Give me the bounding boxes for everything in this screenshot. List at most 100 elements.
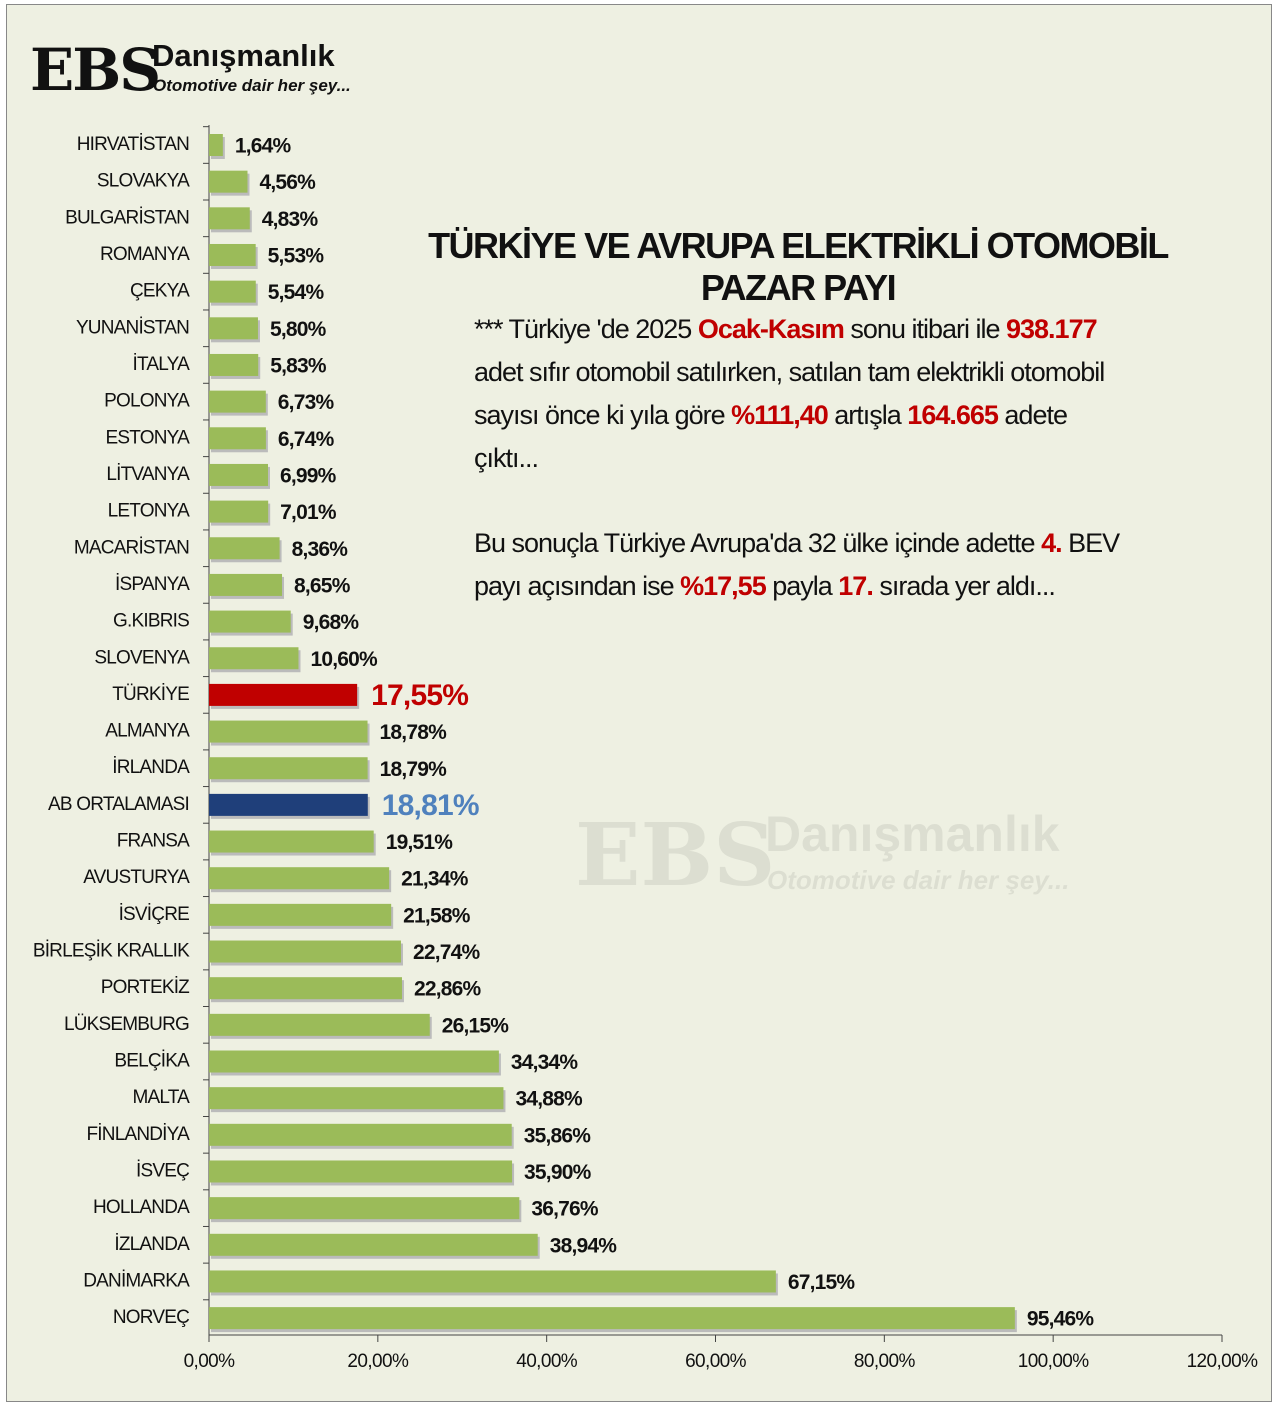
- bar: [209, 683, 358, 706]
- bar: [209, 1013, 430, 1036]
- bar: [209, 610, 291, 633]
- category-label: HIRVATİSTAN: [77, 134, 189, 155]
- annotation-highlight: 4.: [1041, 528, 1063, 558]
- value-label: 8,36%: [292, 538, 349, 561]
- category-label: AB ORTALAMASI: [48, 794, 189, 815]
- category-label: G.KIBRIS: [113, 611, 189, 632]
- category-label: AVUSTURYA: [83, 867, 190, 888]
- annotation-text: BEV payı açısından ise: [474, 528, 1120, 601]
- value-label: 19,51%: [386, 831, 454, 854]
- bar: [209, 903, 392, 926]
- bar: [209, 353, 259, 376]
- value-label: 35,86%: [524, 1124, 592, 1147]
- bar: [209, 537, 280, 560]
- category-label: FİNLANDİYA: [86, 1124, 190, 1145]
- x-tick-label: 0,00%: [184, 1351, 236, 1372]
- watermark-tagline: Otomotive dair her şey...: [767, 865, 1070, 895]
- value-label: 22,86%: [414, 978, 482, 1001]
- annotation: Bu sonuçla Türkiye Avrupa'da 32 ülke içi…: [474, 522, 1134, 608]
- value-label: 95,46%: [1027, 1308, 1095, 1331]
- bar: [209, 830, 374, 853]
- category-label: PORTEKİZ: [101, 977, 190, 998]
- category-label: NORVEÇ: [113, 1307, 189, 1328]
- annotation-highlight: %111,40: [731, 400, 829, 430]
- bar: [209, 390, 266, 413]
- bar: [209, 573, 283, 596]
- annotation-highlight: 164.665: [907, 400, 999, 430]
- bar: [209, 134, 223, 156]
- value-label: 21,34%: [401, 868, 469, 891]
- category-label: İSVİÇRE: [119, 904, 190, 925]
- category-label: MALTA: [132, 1087, 190, 1108]
- annotation: *** Türkiye 'de 2025 Ocak-Kasım sonu iti…: [474, 308, 1134, 480]
- bar: [209, 317, 258, 340]
- watermark-brand: EBS: [575, 805, 776, 906]
- bar: [209, 1307, 1015, 1330]
- value-label: 6,99%: [280, 464, 337, 487]
- bar: [209, 1197, 520, 1220]
- value-label: 4,56%: [259, 171, 316, 194]
- value-label: 17,55%: [371, 679, 468, 712]
- value-label: 38,94%: [550, 1234, 618, 1257]
- category-label: MACARİSTAN: [74, 537, 189, 558]
- bar: [209, 977, 402, 1000]
- value-label: 22,74%: [413, 941, 481, 964]
- category-label: HOLLANDA: [93, 1197, 190, 1218]
- x-tick-label: 80,00%: [854, 1351, 916, 1372]
- value-label: 5,54%: [268, 281, 325, 304]
- category-label: TÜRKİYE: [112, 684, 189, 705]
- logo-tagline: Otomotive dair her şey...: [153, 76, 351, 95]
- value-label: 67,15%: [788, 1271, 856, 1294]
- bar: [209, 940, 401, 963]
- value-label: 21,58%: [403, 904, 471, 927]
- value-label: 9,68%: [303, 611, 360, 634]
- category-label: LÜKSEMBURG: [64, 1014, 189, 1035]
- category-label: LETONYA: [108, 501, 190, 522]
- annotation-text: sırada yer aldı...: [872, 571, 1056, 601]
- bar: [209, 280, 256, 303]
- bar: [209, 1123, 512, 1146]
- bar: [209, 1160, 513, 1183]
- category-label: İSVEÇ: [136, 1160, 189, 1181]
- value-label: 5,83%: [270, 355, 327, 378]
- bar: [209, 720, 368, 743]
- value-label: 18,78%: [380, 721, 448, 744]
- category-label: ÇEKYA: [130, 281, 190, 302]
- annotation-text: *** Türkiye 'de 2025: [474, 314, 698, 344]
- bar: [209, 1050, 499, 1073]
- value-label: 4,83%: [262, 208, 319, 231]
- bar: [209, 1233, 538, 1256]
- category-label: ESTONYA: [106, 427, 191, 448]
- annotation-text: adet sıfır otomobil satılırken, satılan …: [474, 357, 1105, 430]
- bar: [209, 1270, 776, 1293]
- bar: [209, 793, 368, 816]
- chart-title: TÜRKİYE VE AVRUPA ELEKTRİKLİ OTOMOBİL PA…: [428, 225, 1169, 308]
- bar: [209, 757, 368, 780]
- x-tick-label: 40,00%: [516, 1351, 578, 1372]
- category-label: BİRLEŞİK KRALLIK: [33, 941, 190, 962]
- bar: [209, 207, 250, 230]
- category-label: ROMANYA: [100, 244, 190, 265]
- bar: [209, 647, 299, 670]
- value-label: 18,79%: [380, 758, 448, 781]
- value-label: 10,60%: [310, 648, 378, 671]
- value-label: 26,15%: [442, 1014, 510, 1037]
- bar: [209, 1087, 504, 1110]
- value-label: 8,65%: [294, 574, 351, 597]
- category-label: ALMANYA: [105, 721, 190, 742]
- value-label: 7,01%: [280, 501, 337, 524]
- x-tick-label: 20,00%: [347, 1351, 409, 1372]
- category-label: DANİMARKA: [83, 1270, 190, 1291]
- annotation-text: artışla: [827, 400, 908, 430]
- bar: [209, 243, 256, 266]
- logo-brand: EBS: [30, 36, 161, 104]
- watermark-name: Danışmanlık: [765, 806, 1060, 862]
- bar: [209, 463, 269, 486]
- category-label: BULGARİSTAN: [65, 207, 189, 228]
- value-label: 1,64%: [235, 135, 292, 158]
- value-label: 5,53%: [268, 245, 325, 268]
- x-tick-label: 60,00%: [685, 1351, 747, 1372]
- x-tick-label: 100,00%: [1018, 1351, 1090, 1372]
